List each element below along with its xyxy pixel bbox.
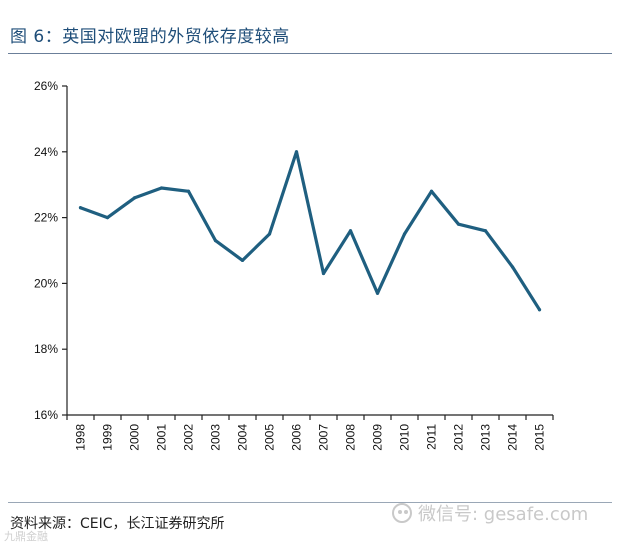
y-tick-label: 22% [34,211,58,225]
x-tick-label: 2014 [506,424,520,451]
data-point [537,308,542,312]
x-tick-label: 2007 [317,424,331,451]
data-point [78,206,83,210]
data-point [375,291,380,295]
x-tick-label: 2004 [236,424,250,451]
data-point [348,229,353,233]
x-tick-label: 2005 [263,424,277,451]
corner-watermark: 九鼎金融 [4,530,48,543]
series-group [78,150,542,312]
data-point [105,216,110,220]
y-tick-label: 20% [34,276,58,290]
x-tick-label: 1999 [101,424,115,451]
data-point [213,239,218,243]
x-axis: 1998 1999 2000 2001 2002 2003 2004 2005 2006 2007… [66,414,554,451]
x-tick-label: 1998 [74,424,88,451]
x-tick-label: 2006 [290,424,304,451]
data-point [321,271,326,276]
y-tick-label: 18% [34,342,58,356]
data-point [510,265,515,269]
x-tick-label: 2011 [425,424,439,450]
data-point [159,186,164,190]
series-line [78,150,542,312]
x-tick-label: 2010 [398,424,412,451]
y-tick-label: 16% [34,408,58,422]
x-tick-label: 2001 [155,424,169,451]
data-point [456,222,461,226]
x-tick-label: 2009 [371,424,385,451]
y-axis: 16% 18% 20% 22% 24% 26% [34,79,68,422]
data-point [132,196,137,200]
wechat-icon [392,503,412,523]
x-tick-label: 2003 [209,424,223,451]
data-point [483,229,488,233]
source-note: 资料来源：CEIC，长江证券研究所 [10,516,225,532]
data-point [402,232,407,236]
title-divider [8,53,612,54]
data-point [186,189,191,193]
data-point [267,232,272,236]
x-tick-label: 2002 [182,424,196,451]
y-tick-label: 26% [34,79,58,93]
y-tick-label: 24% [34,145,58,159]
data-point [294,150,299,154]
x-tick-label: 2000 [128,424,142,451]
x-tick-label: 2015 [533,424,547,451]
footer-divider [8,502,612,503]
line-chart: 16% 18% 20% 22% 24% 26% 1998 1999 2000 2001 2002 2… [34,79,554,451]
x-tick-label: 2013 [479,424,493,451]
x-tick-label: 2012 [452,424,466,451]
data-point [240,258,245,262]
watermark: 微信号: gesafe.com [392,500,588,526]
watermark-text: 微信号: gesafe.com [418,504,589,525]
figure-title: 图 6：英国对欧盟的外贸依存度较高 [10,27,290,47]
data-point [429,189,434,193]
x-tick-label: 2008 [344,424,358,451]
